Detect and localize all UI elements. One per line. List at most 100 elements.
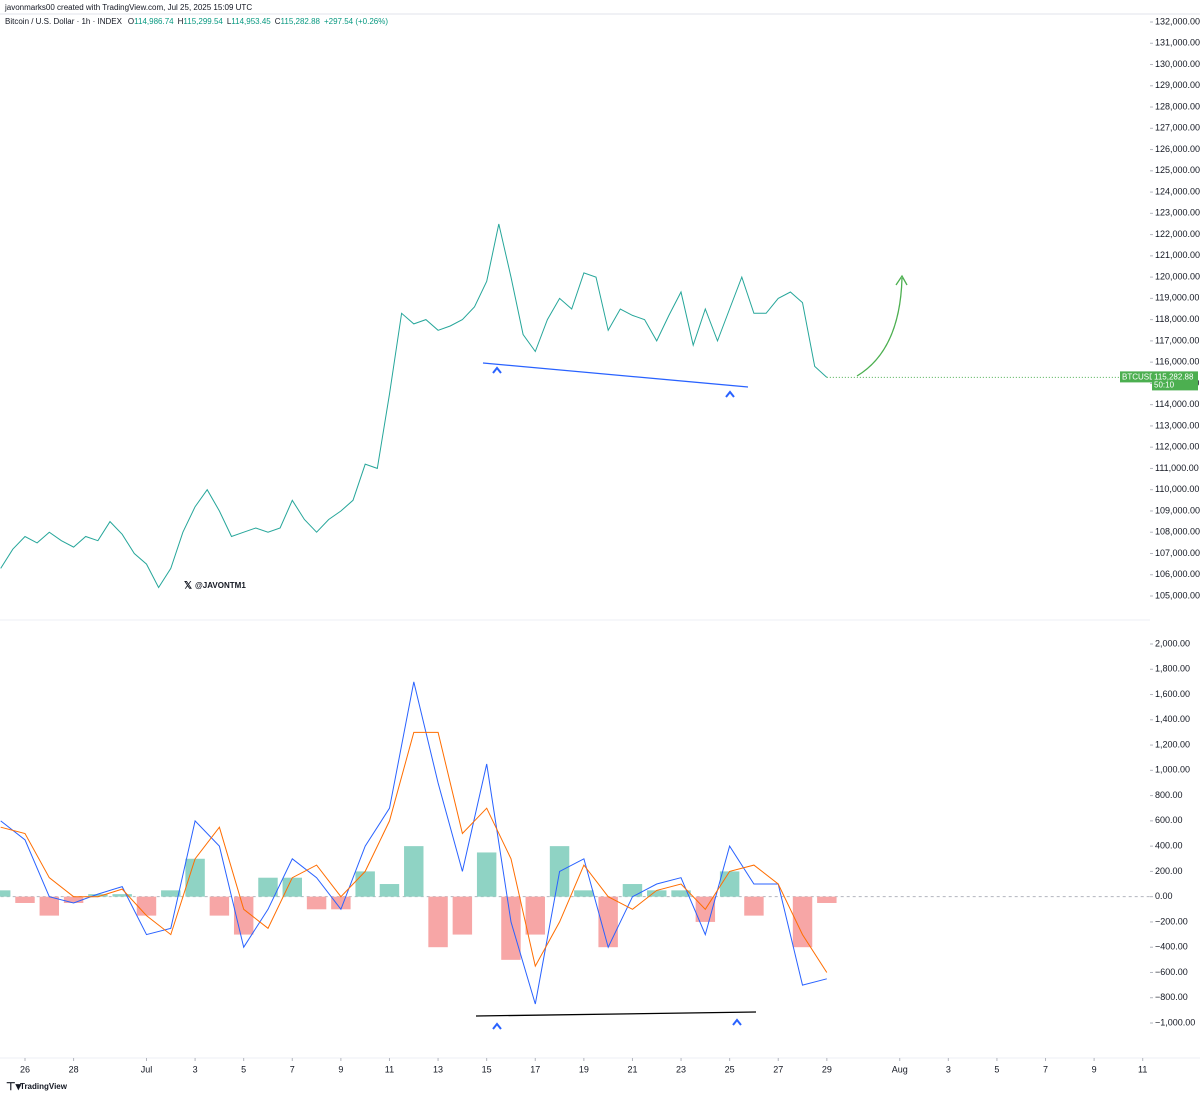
x-tick-label: 29	[822, 1064, 832, 1074]
y-tick-label: 110,000.00	[1155, 484, 1199, 494]
low-marker	[492, 1022, 502, 1030]
histogram-bar	[233, 896, 254, 935]
y-tick-label: −600.00	[1155, 967, 1188, 977]
histogram-bar	[452, 896, 473, 935]
histogram-bar	[112, 894, 132, 897]
y-tick-label: 107,000.00	[1155, 548, 1200, 558]
x-tick-label: 5	[241, 1064, 246, 1074]
y-tick-label: 1,600.00	[1155, 689, 1190, 699]
x-tick-label: 7	[1043, 1064, 1048, 1074]
y-tick-label: 114,000.00	[1155, 399, 1199, 409]
y-tick-label: 123,000.00	[1155, 208, 1200, 218]
ticker-label: BTCUSD	[1122, 373, 1155, 382]
histogram-bar	[428, 896, 448, 948]
ohlc-label: O	[128, 17, 134, 26]
y-tick-label: 127,000.00	[1155, 123, 1200, 133]
price-line	[0, 223, 828, 589]
histogram-bar	[525, 896, 545, 935]
x-tick-label: 11	[1138, 1064, 1147, 1074]
histogram-bar	[501, 896, 521, 960]
y-tick-label: 2,000.00	[1155, 638, 1190, 648]
low-marker	[725, 390, 735, 398]
ticker-box	[1120, 371, 1152, 383]
histogram-bar	[88, 894, 108, 897]
y-tick-label: 200.00	[1155, 866, 1183, 876]
y-tick-label: 125,000.00	[1155, 165, 1200, 175]
x-tick-label: 27	[773, 1064, 783, 1074]
ohlc-label: H	[178, 17, 184, 26]
ohlc-value: 115,299.54	[183, 17, 223, 26]
histogram-bar	[185, 858, 205, 897]
countdown: 50:10	[1154, 381, 1175, 390]
y-tick-label: 132,000.00	[1155, 16, 1200, 26]
ohlc-value: 115,282.88	[281, 17, 321, 26]
histogram-bar	[379, 884, 400, 897]
y-tick-label: 129,000.00	[1155, 80, 1200, 90]
y-tick-label: 112,000.00	[1155, 442, 1199, 452]
y-tick-label: 105,000.00	[1155, 590, 1200, 600]
last-price-label: 115,282.88	[1154, 373, 1194, 382]
y-tick-label: 1,200.00	[1155, 739, 1190, 749]
arrow-head	[895, 274, 908, 286]
legend: Bitcoin / U.S. Dollar · 1h · INDEX O114,9…	[5, 17, 388, 26]
y-tick-label: 117,000.00	[1155, 335, 1199, 345]
signal-line	[0, 731, 828, 973]
y-tick-label: 400.00	[1155, 841, 1183, 851]
support-trendline	[482, 362, 749, 388]
brand: TradingView	[20, 1082, 68, 1091]
x-tick-label: 5	[994, 1064, 999, 1074]
x-tick-label: Aug	[892, 1064, 908, 1074]
y-tick-label: 121,000.00	[1155, 250, 1200, 260]
y-tick-label: 0.00	[1155, 891, 1173, 901]
x-tick-label: 3	[193, 1064, 198, 1074]
x-tick-label: 28	[69, 1064, 79, 1074]
y-tick-label: 128,000.00	[1155, 101, 1200, 111]
y-tick-label: 131,000.00	[1155, 38, 1200, 48]
y-tick-label: 600.00	[1155, 815, 1183, 825]
tv-logo: ⊤▾	[6, 1081, 22, 1093]
x-tick-label: 23	[676, 1064, 686, 1074]
symbol-legend: Bitcoin / U.S. Dollar · 1h · INDEX O114,9…	[5, 17, 388, 26]
y-tick-label: 120,000.00	[1155, 271, 1200, 281]
x-tick-label: 11	[385, 1064, 394, 1074]
x-tick-label: 3	[946, 1064, 951, 1074]
y-tick-label: 122,000.00	[1155, 229, 1200, 239]
histogram-bar	[258, 877, 278, 897]
histogram-bar	[647, 890, 667, 897]
y-tick-label: 126,000.00	[1155, 144, 1200, 154]
low-marker	[492, 366, 502, 374]
ohlc-value: 114,953.45	[231, 17, 271, 26]
y-tick-label: 106,000.00	[1155, 569, 1200, 579]
histogram-bar	[355, 871, 375, 897]
projection-arrow	[856, 277, 903, 377]
histogram-bar	[719, 871, 740, 897]
y-tick-label: 800.00	[1155, 790, 1183, 800]
y-tick-label: −1,000.00	[1155, 1017, 1195, 1027]
x-tick-label: 21	[627, 1064, 637, 1074]
x-tick-label: 9	[338, 1064, 343, 1074]
histogram-bar	[282, 877, 302, 897]
histogram-bar	[404, 846, 424, 897]
histogram-bar	[817, 896, 837, 903]
histogram-bar	[331, 896, 351, 910]
x-tick-label: 17	[530, 1064, 540, 1074]
histogram-bar	[15, 896, 35, 903]
y-tick-label: −400.00	[1155, 942, 1188, 952]
y-tick-label: 113,000.00	[1155, 420, 1199, 430]
histogram-bar	[744, 896, 764, 916]
x-logo: 𝕏	[184, 581, 192, 592]
x-tick-label: 7	[290, 1064, 295, 1074]
ohlc-label: C	[275, 17, 281, 26]
y-tick-label: 111,000.00	[1155, 463, 1199, 473]
histogram-bar	[671, 890, 691, 897]
histogram-bar	[209, 896, 230, 916]
last-price-box	[1152, 371, 1198, 391]
y-tick-label: 130,000.00	[1155, 59, 1200, 69]
histogram-bar	[622, 884, 643, 897]
ohlc-value: 114,986.74	[134, 17, 174, 26]
histogram-bar	[476, 852, 497, 897]
y-tick-label: 1,800.00	[1155, 664, 1190, 674]
x-tick-label: 15	[482, 1064, 492, 1074]
histogram-bar	[598, 896, 618, 948]
macd-trendline	[475, 1011, 757, 1017]
